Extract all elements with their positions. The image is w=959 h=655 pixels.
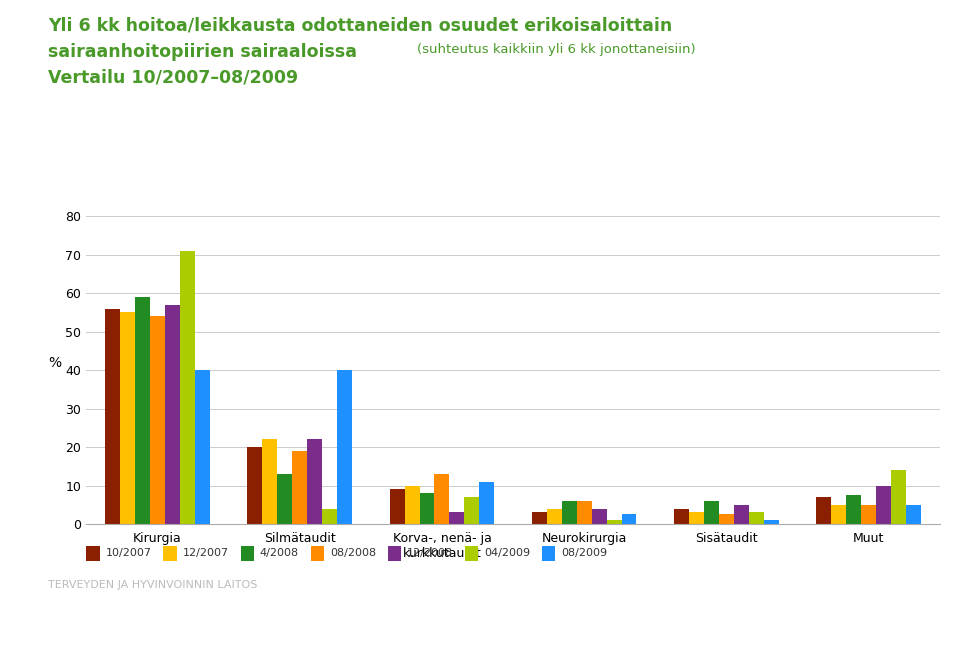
Text: 4/2008: 4/2008 [260,548,299,559]
Bar [576,501,592,524]
Bar [480,481,494,524]
Bar [547,508,562,524]
Bar [450,512,464,524]
Bar [719,514,734,524]
Bar [419,493,434,524]
Text: 08/2008: 08/2008 [330,548,376,559]
Bar [292,451,307,524]
Bar [322,508,337,524]
Bar [105,309,120,524]
Bar [749,512,763,524]
Bar [389,489,405,524]
Bar [704,501,719,524]
Bar [891,470,906,524]
Bar [307,440,322,524]
Bar [532,512,547,524]
Bar [195,370,210,524]
Text: sairaanhoitopiirien sairaaloissa: sairaanhoitopiirien sairaaloissa [48,43,357,60]
Text: 04/2009: 04/2009 [484,548,530,559]
Bar [277,474,292,524]
Bar [607,520,621,524]
Bar [734,505,749,524]
Text: 12/2008: 12/2008 [407,548,453,559]
Bar [180,251,195,524]
Text: Erikoissairaanhoidon hoitoon pääsy - 31.8.2009 tilanne: Erikoissairaanhoidon hoitoon pääsy - 31.… [316,631,643,645]
Bar [405,485,419,524]
Text: Yli 6 kk hoitoa/leikkausta odottaneiden osuudet erikoisaloittain: Yli 6 kk hoitoa/leikkausta odottaneiden … [48,16,672,34]
Text: Vertailu 10/2007–08/2009: Vertailu 10/2007–08/2009 [48,69,298,86]
Bar [674,508,690,524]
Bar [562,501,576,524]
Bar [816,497,831,524]
Bar [120,312,135,524]
Text: 10: 10 [920,631,935,645]
Bar [846,495,861,524]
Bar [690,512,704,524]
Bar [906,505,921,524]
Text: (suhteutus kaikkiin yli 6 kk jonottaneisiin): (suhteutus kaikkiin yli 6 kk jonottaneis… [417,43,696,56]
Bar [165,305,180,524]
Text: 10/2007: 10/2007 [105,548,152,559]
Bar [247,447,263,524]
Y-axis label: %: % [48,356,61,370]
Bar [434,474,450,524]
Bar [135,297,150,524]
Bar [621,514,637,524]
Bar [263,440,277,524]
Text: 12/2007: 12/2007 [182,548,228,559]
Bar [831,505,846,524]
Bar [337,370,352,524]
Bar [592,508,607,524]
Bar [861,505,877,524]
Bar [877,485,891,524]
Text: 08/2009: 08/2009 [561,548,607,559]
Bar [763,520,779,524]
Bar [464,497,480,524]
Bar [150,316,165,524]
Text: TERVEYDEN JA HYVINVOINNIN LAITOS: TERVEYDEN JA HYVINVOINNIN LAITOS [48,580,257,590]
